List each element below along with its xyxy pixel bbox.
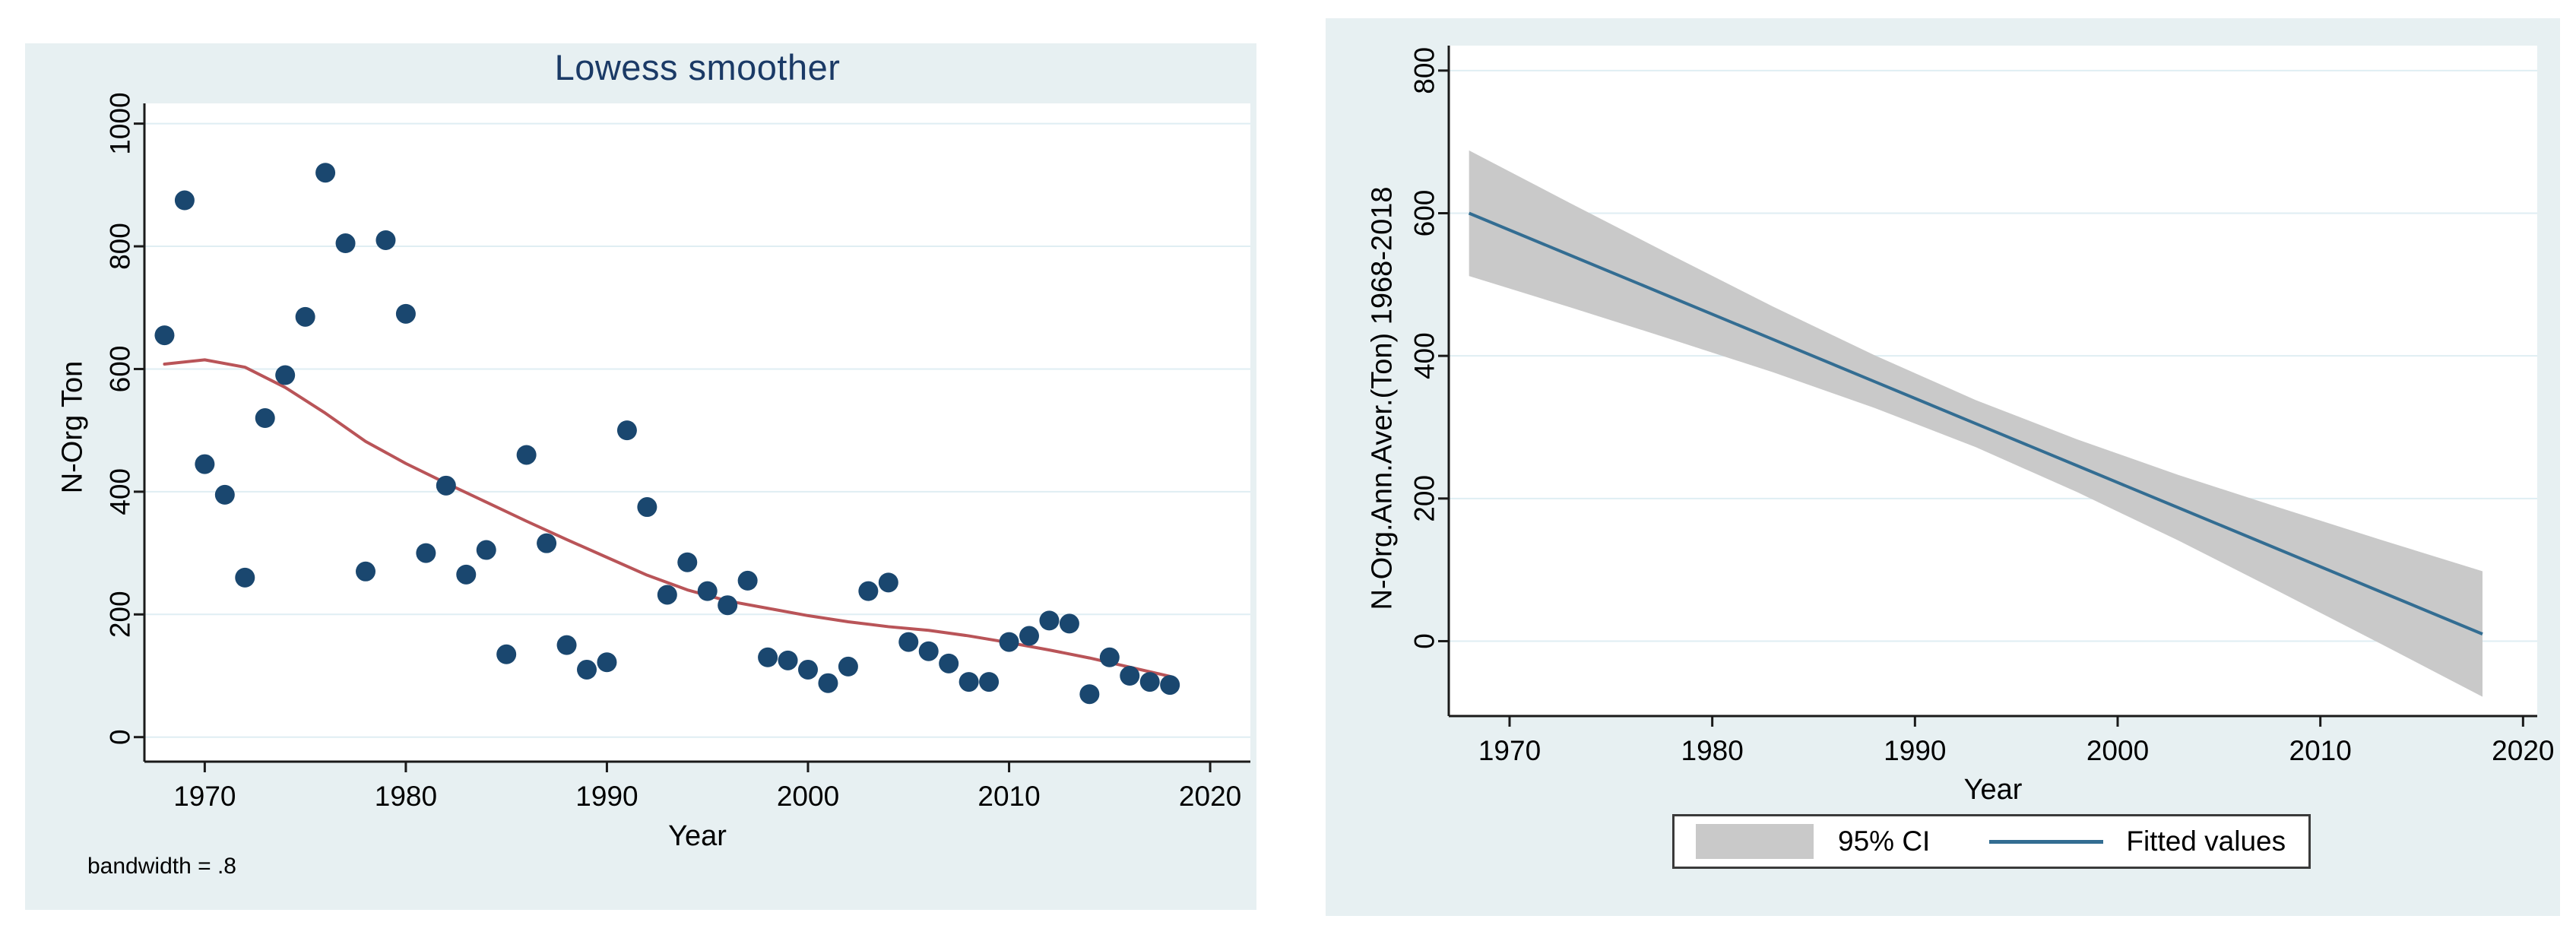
scatter-point — [1039, 610, 1060, 631]
scatter-point — [1059, 613, 1079, 634]
scatter-point — [416, 543, 436, 563]
scatter-point — [677, 552, 698, 572]
scatter-point — [838, 656, 858, 677]
y-tick-label: 0 — [105, 729, 136, 745]
scatter-point — [214, 484, 235, 505]
y-tick-label: 1000 — [105, 92, 136, 154]
scatter-point — [878, 572, 898, 593]
scatter-point — [1160, 675, 1180, 696]
scatter-point — [496, 644, 517, 664]
y-tick-label: 400 — [105, 468, 136, 515]
fitted-line-swatch — [1989, 839, 2104, 844]
scatter-point — [255, 408, 275, 429]
y-axis-label: N-Org.Ann.Aver.(Ton) 1968-2018 — [1366, 186, 1399, 610]
scatter-point — [375, 230, 396, 250]
legend-box: 95% CI Fitted values — [1672, 814, 2311, 869]
scatter-point — [616, 420, 637, 441]
lowess-scatter-plot: 0 200 400 600 800 1000 1970 1980 1990 2000 2010 202… — [105, 92, 1250, 812]
scatter-point — [758, 647, 778, 667]
scatter-point — [1019, 626, 1039, 646]
scatter-point — [556, 635, 577, 655]
scatter-point — [1139, 672, 1160, 692]
scatter-point — [315, 163, 336, 183]
scatter-point — [898, 632, 919, 652]
y-tick-label: 600 — [105, 346, 136, 393]
x-tick-label: 1980 — [375, 781, 437, 812]
x-tick-label: 1990 — [1884, 735, 1946, 766]
scatter-point — [939, 653, 959, 673]
scatter-point — [597, 652, 617, 673]
scatter-point — [295, 306, 315, 327]
y-tick-label: 800 — [1409, 47, 1440, 94]
y-tick-label: 800 — [105, 223, 136, 270]
chart-title: Lowess smoother — [554, 47, 841, 87]
scatter-point — [999, 632, 1019, 652]
scatter-point — [456, 564, 477, 585]
scatter-point — [516, 445, 537, 465]
y-axis-label: N-Org Ton — [56, 360, 89, 494]
scatter-point — [1120, 666, 1140, 686]
scatter-point — [577, 659, 597, 680]
lowess-chart-card: 0 200 400 600 800 1000 1970 1980 1990 2000 2010 202… — [25, 43, 1256, 910]
y-tick-label: 200 — [1409, 475, 1440, 522]
fitted-ci-plot: 0 200 400 600 800 1970 1980 1990 2000 2010 2020 — [1409, 46, 2554, 766]
scatter-point — [637, 497, 657, 518]
y-tick-label: 0 — [1409, 633, 1440, 649]
scatter-point — [958, 672, 979, 692]
y-tick-label: 200 — [105, 591, 136, 638]
scatter-point — [737, 570, 758, 591]
y-tick-label: 600 — [1409, 190, 1440, 237]
scatter-point — [718, 595, 738, 616]
scatter-point — [697, 581, 718, 601]
scatter-point — [235, 567, 255, 588]
plot-area — [144, 103, 1250, 762]
scatter-point — [174, 190, 195, 211]
scatter-point — [476, 540, 496, 560]
x-tick-label: 2000 — [2086, 735, 2149, 766]
x-tick-label: 2020 — [2492, 735, 2554, 766]
scatter-point — [395, 303, 416, 324]
scatter-point — [818, 673, 838, 693]
x-tick-label: 1970 — [173, 781, 236, 812]
y-tick-label: 400 — [1409, 332, 1440, 379]
x-tick-label: 2020 — [1179, 781, 1241, 812]
scatter-point — [356, 561, 375, 581]
ci-legend-label: 95% CI — [1838, 826, 1931, 857]
scatter-point — [778, 650, 798, 670]
fitted-line — [1468, 211, 2483, 635]
scatter-point — [1079, 684, 1100, 705]
scatter-point — [918, 641, 939, 661]
scatter-point — [436, 475, 456, 496]
bandwidth-note: bandwidth = .8 — [87, 854, 236, 879]
x-tick-label: 1990 — [575, 781, 638, 812]
fitted-legend-label: Fitted values — [2126, 826, 2286, 857]
scatter-point — [195, 454, 215, 474]
ci-band-swatch — [1696, 824, 1814, 859]
x-tick-label: 1980 — [1681, 735, 1744, 766]
scatter-point — [858, 581, 879, 601]
scatter-point — [537, 533, 557, 553]
x-tick-label: 1970 — [1478, 735, 1541, 766]
scatter-point — [154, 325, 175, 346]
fitted-values-chart-card: 0 200 400 600 800 1970 1980 1990 2000 2010 2020 N-… — [1326, 18, 2560, 916]
x-tick-label: 2000 — [777, 781, 839, 812]
scatter-point — [1099, 647, 1120, 667]
x-axis-label: Year — [1963, 774, 2023, 806]
x-tick-label: 2010 — [977, 781, 1040, 812]
scatter-point — [657, 585, 677, 605]
scatter-point — [335, 233, 356, 254]
scatter-point — [275, 365, 296, 385]
scatter-point — [798, 659, 818, 680]
scatter-point — [979, 672, 1000, 692]
x-axis-label: Year — [668, 820, 727, 852]
x-tick-label: 2010 — [2289, 735, 2352, 766]
